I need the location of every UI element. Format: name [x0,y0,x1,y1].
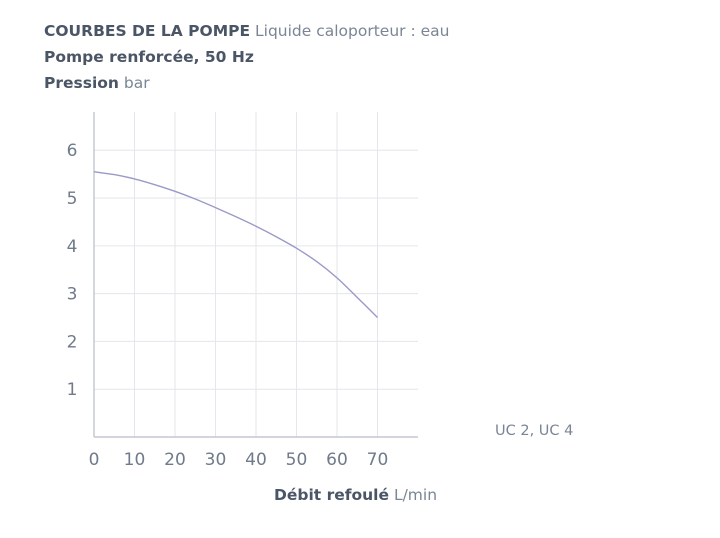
y-tick-label-4: 4 [67,237,78,257]
y-tick-label-6: 6 [67,141,78,161]
x-tick-label-40: 40 [245,450,267,470]
chart-subtitle: Pompe renforcée, 50 Hz [44,48,254,66]
legend-label: UC 2, UC 4 [495,423,574,439]
y-tick-label-2: 2 [67,332,78,352]
x-tick-label-50: 50 [286,450,308,470]
series-line-0 [93,171,378,319]
chart-title-note: Liquide caloporteur : eau [255,22,450,40]
x-tick-label-20: 20 [164,450,186,470]
y-axis-label: Pression bar [44,70,449,96]
chart-title: COURBES DE LA POMPE [44,22,251,40]
y-tick-label-5: 5 [67,189,78,209]
x-axis-label-name: Débit refoulé [274,486,390,504]
x-tick-label-10: 10 [124,450,146,470]
y-tick-label-3: 3 [67,285,78,305]
x-tick-label-30: 30 [205,450,227,470]
y-axis-label-name: Pression [44,74,119,92]
y-axis-label-unit: bar [123,74,150,92]
x-axis-label: Débit refoulé L/min [274,486,437,504]
title-line: COURBES DE LA POMPE Liquide caloporteur … [44,18,449,44]
y-tick-label-1: 1 [67,380,78,400]
x-tick-label-70: 70 [367,450,389,470]
chart-header: COURBES DE LA POMPE Liquide caloporteur … [44,18,449,96]
x-axis-label-unit: L/min [393,486,438,504]
x-tick-label-60: 60 [326,450,348,470]
x-tick-label-0: 0 [89,450,100,470]
